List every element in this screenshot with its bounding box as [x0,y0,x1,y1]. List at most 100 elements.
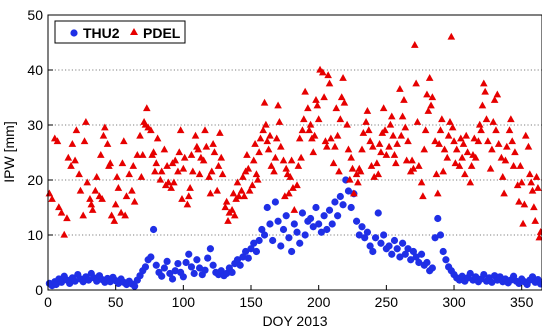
x-tick-label-3: 150 [239,294,263,310]
pdel-point-122 [256,134,265,142]
thu2-point-126 [385,242,393,250]
pdel-point-94 [213,186,221,194]
pdel-point-211 [393,140,401,147]
thu2-point-61 [209,261,217,269]
pdel-point-194 [367,162,376,169]
pdel-point-256 [462,131,471,139]
pdel-point-198 [374,170,383,178]
pdel-point-11 [71,156,79,164]
pdel-point-29 [103,140,112,147]
thu2-point-112 [347,203,355,212]
thu2-point-42 [158,272,166,280]
pdel-point-253 [458,153,466,161]
thu2-point-138 [417,250,426,258]
pdel-point-255 [461,170,469,178]
pdel-point-196 [370,173,378,180]
pdel-point-226 [417,178,426,186]
thu2-point-50 [179,273,187,281]
thu2-point-124 [380,231,388,239]
pdel-point-232 [425,74,434,81]
thu2-point-143 [431,234,439,242]
thu2-point-84 [271,198,279,206]
pdel-point-184 [352,170,361,178]
y-tick-label-2: 20 [27,172,43,188]
pdel-point-199 [375,140,384,147]
pdel-point-103 [228,206,236,213]
pdel-point-179 [344,145,353,153]
thu2-point-103 [323,225,331,234]
pdel-point-285 [508,137,517,145]
thu2-point-120 [369,247,377,256]
thu2-point-52 [185,250,193,258]
pdel-point-195 [369,142,377,150]
thu2-point-58 [201,266,209,274]
thu2-point-161 [480,271,488,279]
thu2-point-32 [131,282,139,290]
pdel-point-105 [230,211,239,219]
pdel-point-148 [297,153,305,161]
thu2-point-73 [242,247,250,256]
pdel-point-303 [535,233,542,241]
legend-pdel-marker [130,28,138,35]
pdel-point-203 [381,126,389,134]
pdel-point-262 [471,153,480,161]
pdel-point-165 [323,142,331,150]
pdel-point-19 [86,195,94,202]
pdel-point-18 [83,178,92,186]
pdel-point-32 [107,211,116,219]
pdel-point-200 [377,148,385,156]
pdel-point-124 [260,98,269,106]
pdel-point-269 [482,115,491,123]
thu2-point-45 [166,269,174,278]
pdel-point-34 [111,200,120,208]
thu2-point-8 [66,279,74,287]
thu2-point-99 [312,203,320,212]
pdel-point-163 [320,93,328,101]
thu2-point-46 [168,275,177,283]
pdel-point-171 [332,104,341,112]
pdel-point-296 [526,170,534,178]
pdel-point-58 [152,159,161,167]
y-tick-label-4: 40 [27,62,43,78]
thu2-point-121 [371,234,380,242]
thu2-point-88 [282,212,290,220]
pdel-point-158 [312,96,320,103]
pdel-point-242 [440,145,449,153]
thu2-point-38 [147,253,155,261]
pdel-point-280 [500,189,508,197]
pdel-point-73 [178,195,186,202]
pdel-point-87 [201,126,209,134]
pdel-point-173 [335,167,343,175]
pdel-point-249 [451,159,460,167]
thu2-point-142 [428,264,436,272]
pdel-point-14 [76,186,85,194]
pdel-point-38 [118,159,127,167]
pdel-point-267 [480,79,488,87]
pdel-point-281 [501,156,510,164]
pdel-point-259 [467,162,476,169]
thu2-point-132 [401,250,409,258]
pdel-point-237 [433,189,442,197]
pdel-point-206 [386,120,395,128]
axis-ticks: 0 10 20 30 40 50 0 50 100 150 200 250 300 350 [27,7,533,310]
pdel-point-49 [138,151,147,158]
pdel-point-40 [121,211,129,219]
pdel-point-41 [122,192,131,200]
pdel-point-21 [88,206,97,213]
pdel-point-189 [359,129,368,136]
pdel-point-136 [279,156,288,164]
pdel-point-213 [397,131,406,139]
pdel-point-236 [432,170,441,178]
pdel-point-118 [251,140,259,147]
x-tick-label-1: 50 [108,294,124,310]
pdel-point-52 [143,104,151,112]
pdel-point-175 [337,93,346,101]
pdel-point-20 [87,200,96,208]
pdel-point-132 [272,134,281,142]
thu2-point-53 [187,263,196,271]
pdel-point-275 [492,126,500,134]
pdel-point-43 [128,186,136,194]
pdel-point-60 [156,175,165,183]
thu2-point-54 [190,269,198,278]
pdel-point-243 [443,153,452,161]
